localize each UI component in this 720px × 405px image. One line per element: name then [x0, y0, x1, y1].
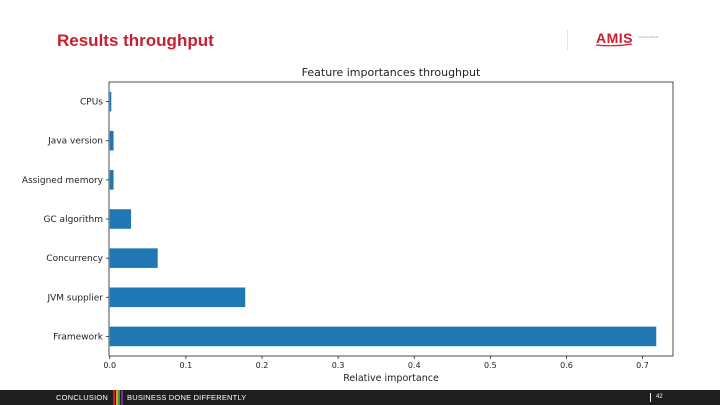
logo-divider: [567, 30, 568, 50]
x-tick-label: 0.5: [484, 361, 497, 370]
y-tick-label: GC algorithm: [43, 215, 103, 225]
y-tick-label: Assigned memory: [22, 176, 104, 186]
footer-stripes: [113, 390, 123, 405]
page-number: 42: [656, 394, 663, 400]
bar: [109, 91, 112, 112]
footer-brand: CONCLUSION: [56, 393, 109, 402]
bar: [109, 248, 158, 268]
y-tick-label: CPUs: [80, 98, 103, 108]
x-tick-label: 0.4: [408, 361, 421, 370]
bar: [109, 326, 657, 347]
x-tick-label: 0.1: [180, 361, 193, 370]
logo-swoosh-icon: [595, 43, 633, 47]
x-axis-label: Relative importance: [343, 373, 439, 384]
x-tick-label: 0.2: [256, 361, 269, 370]
bar: [109, 170, 114, 190]
slide-title: Results throughput: [57, 31, 214, 50]
footer-stripe: [113, 390, 115, 405]
footer-stripe: [115, 390, 118, 405]
footer: CONCLUSION BUSINESS DONE DIFFERENTLY 42: [0, 390, 720, 405]
bar: [109, 130, 114, 151]
logo-tagline: CONCLUSION: [638, 35, 659, 39]
logo-text: AMIS: [596, 30, 633, 46]
x-tick-label: 0.0: [103, 361, 116, 370]
plot-frame: [108, 81, 674, 357]
bar: [109, 209, 132, 229]
footer-stripe: [120, 390, 123, 405]
x-tick-label: 0.3: [332, 361, 345, 370]
feature-importance-chart: Feature importances throughput CPUs Java v…: [22, 66, 674, 384]
footer-stripe: [118, 390, 120, 405]
x-tick-label: 0.6: [560, 361, 573, 370]
footer-divider: [650, 393, 651, 402]
y-tick-label: Java version: [47, 137, 103, 147]
bar: [109, 287, 246, 308]
chart-title: Feature importances throughput: [302, 66, 481, 79]
y-tick-label: Framework: [53, 332, 104, 342]
y-tick-label: JVM supplier: [47, 293, 104, 303]
x-tick-label: 0.7: [636, 361, 649, 370]
y-tick-label: Concurrency: [46, 254, 103, 264]
footer-tagline: BUSINESS DONE DIFFERENTLY: [127, 393, 247, 402]
amis-logo: AMIS CONCLUSION: [567, 30, 668, 50]
